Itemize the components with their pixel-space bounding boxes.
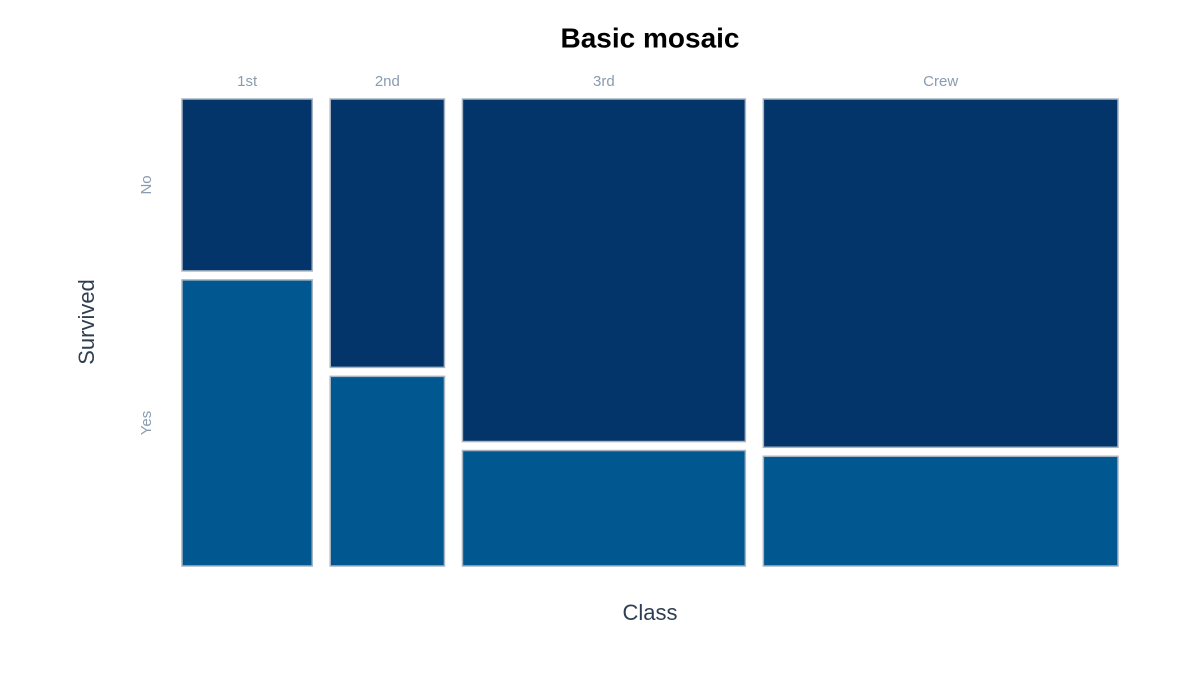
- mosaic-tile: [762, 98, 1119, 449]
- x-tick-label: Crew: [923, 73, 958, 90]
- mosaic-tile: [461, 98, 747, 443]
- x-tick-label: 1st: [237, 73, 258, 90]
- chart-title: Basic mosaic: [561, 22, 740, 53]
- mosaic-tile: [329, 375, 446, 567]
- mosaic-tile: [461, 449, 747, 567]
- y-axis-title: Survived: [74, 279, 99, 365]
- mosaic-tile: [181, 279, 313, 567]
- mosaic-tile: [762, 455, 1119, 567]
- x-tick-label: 2nd: [375, 73, 400, 90]
- x-axis-title: Class: [622, 600, 677, 625]
- x-tick-label: 3rd: [593, 73, 615, 90]
- mosaic-tile: [329, 98, 446, 369]
- y-tick-label: No: [138, 175, 155, 194]
- mosaic-tile: [181, 98, 313, 272]
- y-tick-label: Yes: [138, 411, 155, 435]
